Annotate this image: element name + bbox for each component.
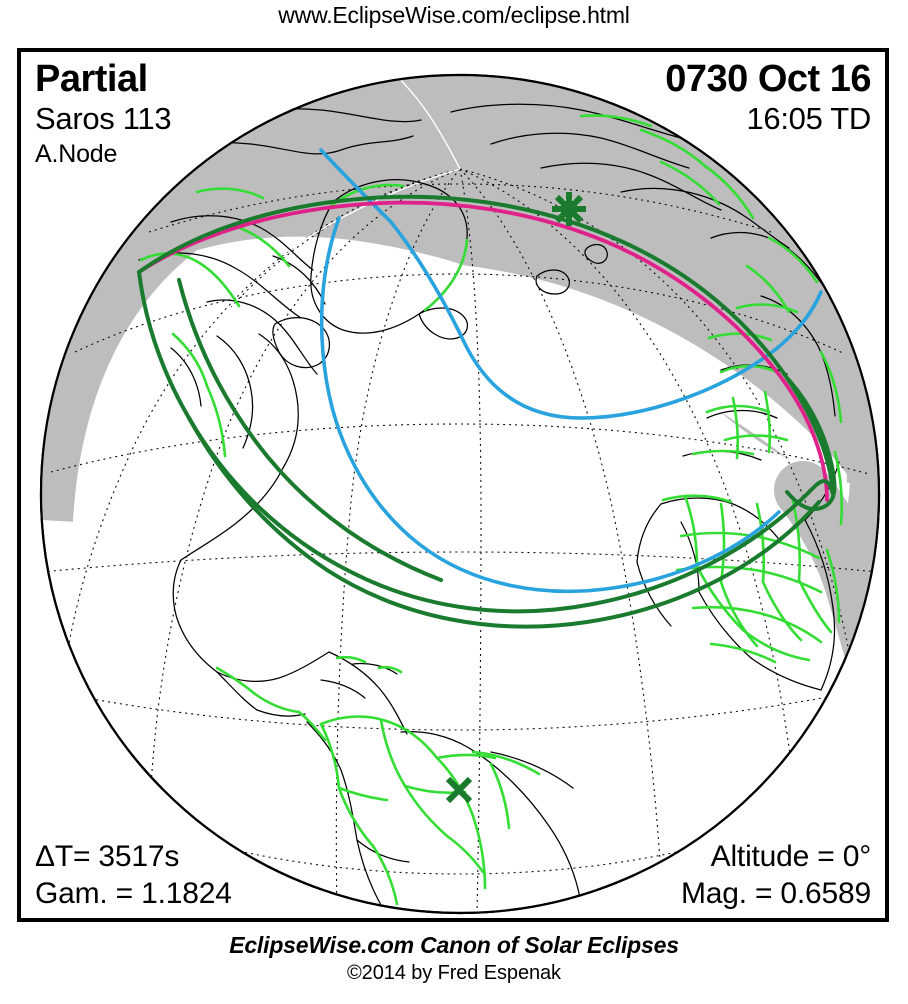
day-region bbox=[49, 262, 879, 552]
penumbral-limit-curves bbox=[137, 194, 837, 629]
penumbra-loop-east bbox=[785, 376, 837, 511]
url-header: www.EclipseWise.com/eclipse.html bbox=[278, 2, 630, 28]
saros-label: Saros 113 bbox=[35, 101, 172, 136]
eclipse-info-bottom-left: ΔT= 3517s Gam. = 1.1824 bbox=[35, 838, 232, 912]
sunrise-sunset-curve bbox=[137, 200, 829, 502]
eclipse-type-label: Partial bbox=[35, 58, 148, 100]
max-eclipse-curves bbox=[319, 148, 823, 594]
max-eclipse-curve-left-tail bbox=[319, 148, 393, 224]
globe-map bbox=[21, 52, 885, 918]
greatest-eclipse-marker bbox=[445, 776, 473, 804]
magnitude-value: Mag. = 0.6589 bbox=[680, 877, 871, 910]
eclipse-info-top-left: Partial Saros 113 A.Node bbox=[35, 58, 172, 170]
catalog-date-label: 0730 Oct 16 bbox=[665, 58, 871, 100]
max-eclipse-curve-upper bbox=[389, 220, 823, 420]
penumbra-extension-south bbox=[187, 416, 821, 629]
altitude-value: Altitude = 0° bbox=[710, 840, 872, 873]
globe-svg bbox=[39, 73, 881, 915]
footer-copyright: ©2014 by Fred Espenak bbox=[347, 962, 561, 984]
penumbra-extension-west bbox=[177, 278, 443, 582]
penumbra-southern-limit bbox=[137, 270, 835, 614]
gamma-value: Gam. = 1.1824 bbox=[35, 877, 232, 910]
sun-marker bbox=[552, 192, 586, 226]
node-label: A.Node bbox=[35, 140, 118, 168]
eclipse-diagram-frame: Partial Saros 113 A.Node 0730 Oct 16 16:… bbox=[17, 48, 889, 922]
footer: EclipseWise.com Canon of Solar Eclipses … bbox=[0, 932, 908, 985]
delta-t-value: ΔT= 3517s bbox=[35, 840, 180, 873]
max-eclipse-curve-lower bbox=[319, 216, 781, 594]
eclipse-info-bottom-right: Altitude = 0° Mag. = 0.6589 bbox=[681, 838, 871, 912]
time-label: 16:05 TD bbox=[746, 101, 871, 136]
footer-title: EclipseWise.com Canon of Solar Eclipses bbox=[229, 932, 679, 958]
penumbra-northern-limit bbox=[137, 194, 835, 496]
eclipse-info-top-right: 0730 Oct 16 16:05 TD bbox=[665, 58, 871, 138]
